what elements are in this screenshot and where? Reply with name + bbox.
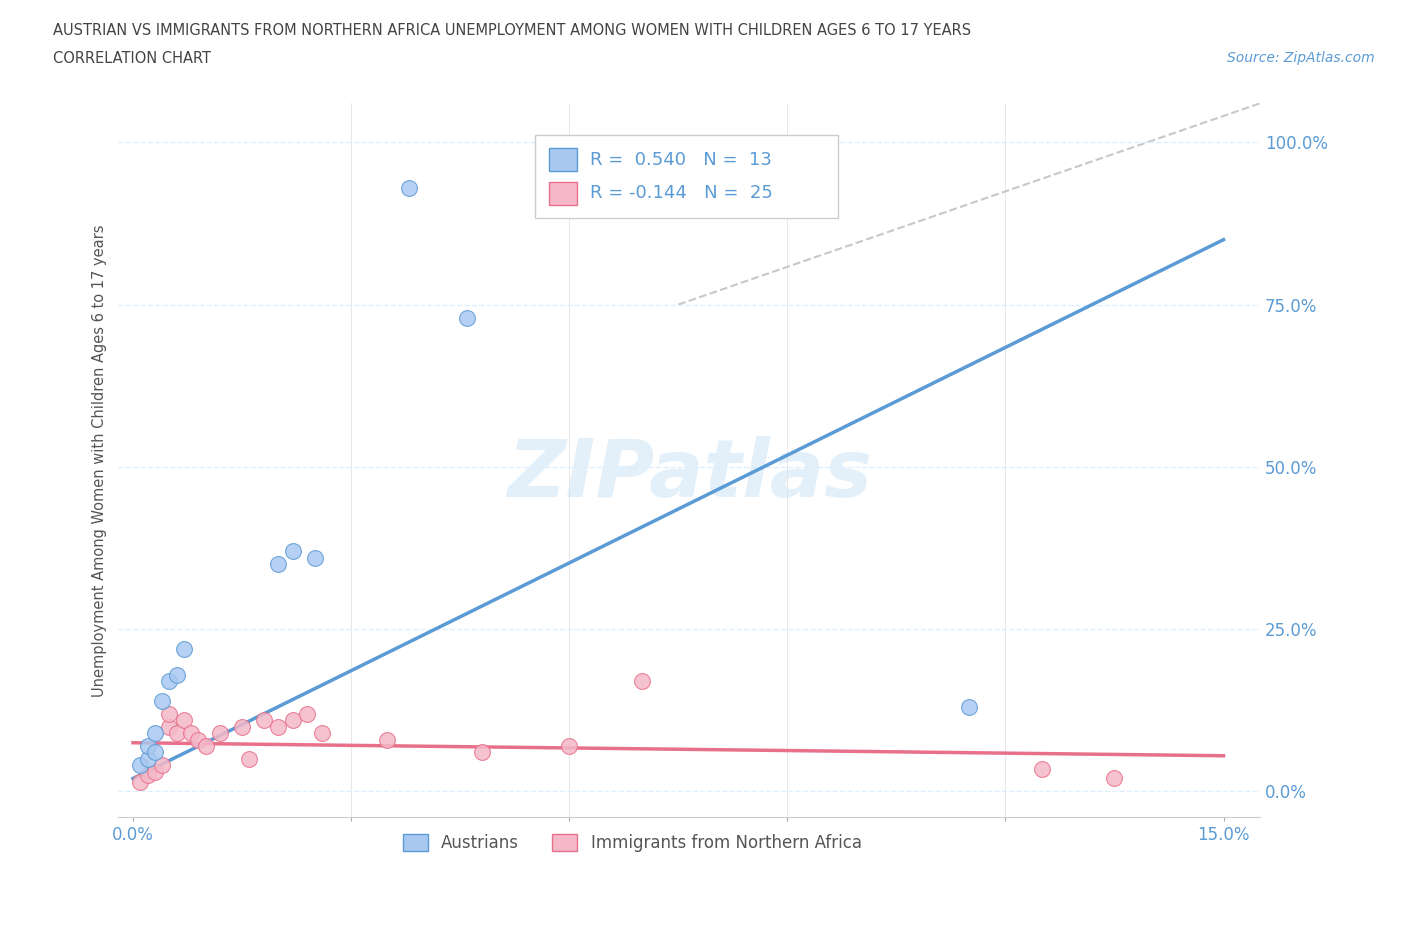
Point [231,719,253,734]
FancyBboxPatch shape [548,149,578,171]
Point [173,712,195,727]
FancyBboxPatch shape [548,182,578,205]
Point [253,712,276,727]
Point [150,758,173,773]
Point [187,732,209,747]
Point [209,725,232,740]
Text: AUSTRIAN VS IMMIGRANTS FROM NORTHERN AFRICA UNEMPLOYMENT AMONG WOMEN WITH CHILDR: AUSTRIAN VS IMMIGRANTS FROM NORTHERN AFR… [53,23,972,38]
Y-axis label: Unemployment Among Women with Children Ages 6 to 17 years: Unemployment Among Women with Children A… [93,224,107,697]
Text: R = -0.144   N =  25: R = -0.144 N = 25 [591,184,773,203]
Text: R =  0.540   N =  13: R = 0.540 N = 13 [591,151,772,168]
Point [143,764,166,779]
Point [136,751,159,766]
Point [150,693,173,708]
Point [143,725,166,740]
Point [238,751,260,766]
Point [157,719,180,734]
Text: Source: ZipAtlas.com: Source: ZipAtlas.com [1227,51,1375,65]
Point [1031,762,1053,777]
Point [143,745,166,760]
FancyBboxPatch shape [536,136,838,218]
Point [157,673,180,688]
Point [166,667,188,682]
Point [558,738,581,753]
Point [281,712,304,727]
Point [1104,771,1126,786]
Legend: Austrians, Immigrants from Northern Africa: Austrians, Immigrants from Northern Afri… [396,828,869,859]
Point [129,775,152,790]
Point [267,719,290,734]
Text: ZIPatlas: ZIPatlas [506,435,872,513]
Point [297,706,319,721]
Point [377,732,399,747]
Point [136,738,159,753]
Text: CORRELATION CHART: CORRELATION CHART [53,51,211,66]
Point [304,551,326,565]
Point [957,699,980,714]
Point [194,738,217,753]
Point [398,180,420,195]
Point [136,768,159,783]
Point [173,641,195,656]
Point [166,725,188,740]
Point [456,310,478,325]
Point [281,544,304,559]
Point [129,758,152,773]
Point [157,706,180,721]
Point [311,725,333,740]
Point [180,725,202,740]
Point [631,673,654,688]
Point [267,557,290,572]
Point [471,745,494,760]
